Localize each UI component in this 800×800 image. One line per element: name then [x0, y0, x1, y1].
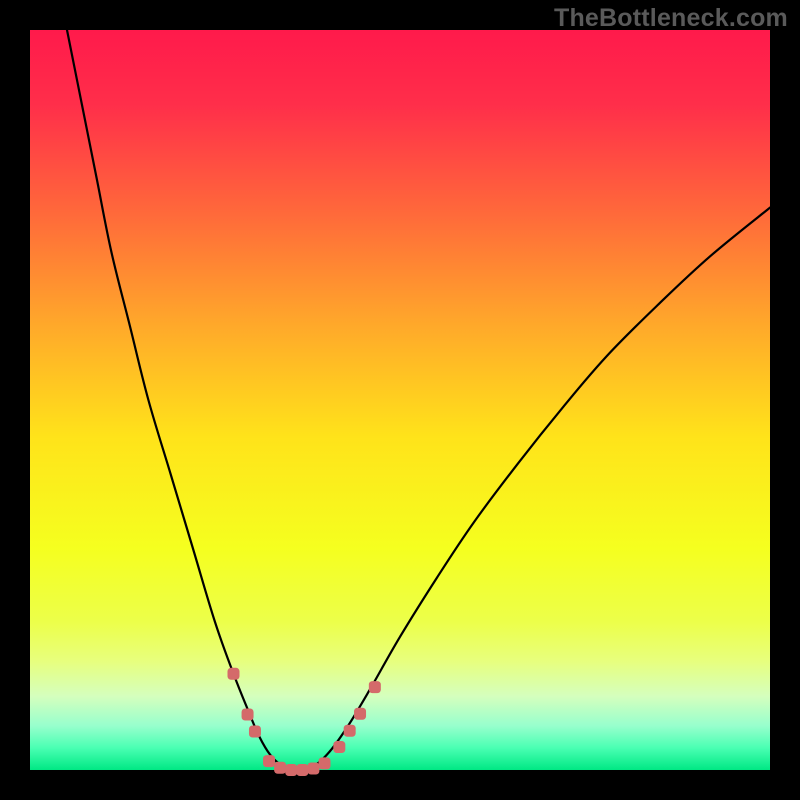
curve-marker — [319, 757, 331, 769]
curve-marker — [333, 741, 345, 753]
curve-marker — [242, 709, 254, 721]
watermark-label: TheBottleneck.com — [554, 4, 788, 33]
curve-marker — [344, 725, 356, 737]
chart-stage: TheBottleneck.com — [0, 0, 800, 800]
bottleneck-curve-chart — [0, 0, 800, 800]
curve-marker — [296, 764, 308, 776]
curve-marker — [249, 726, 261, 738]
curve-marker — [369, 681, 381, 693]
curve-marker — [307, 763, 319, 775]
plot-background — [30, 30, 770, 770]
curve-marker — [263, 755, 275, 767]
curve-marker — [354, 708, 366, 720]
curve-marker — [274, 762, 286, 774]
curve-marker — [228, 668, 240, 680]
curve-marker — [285, 764, 297, 776]
